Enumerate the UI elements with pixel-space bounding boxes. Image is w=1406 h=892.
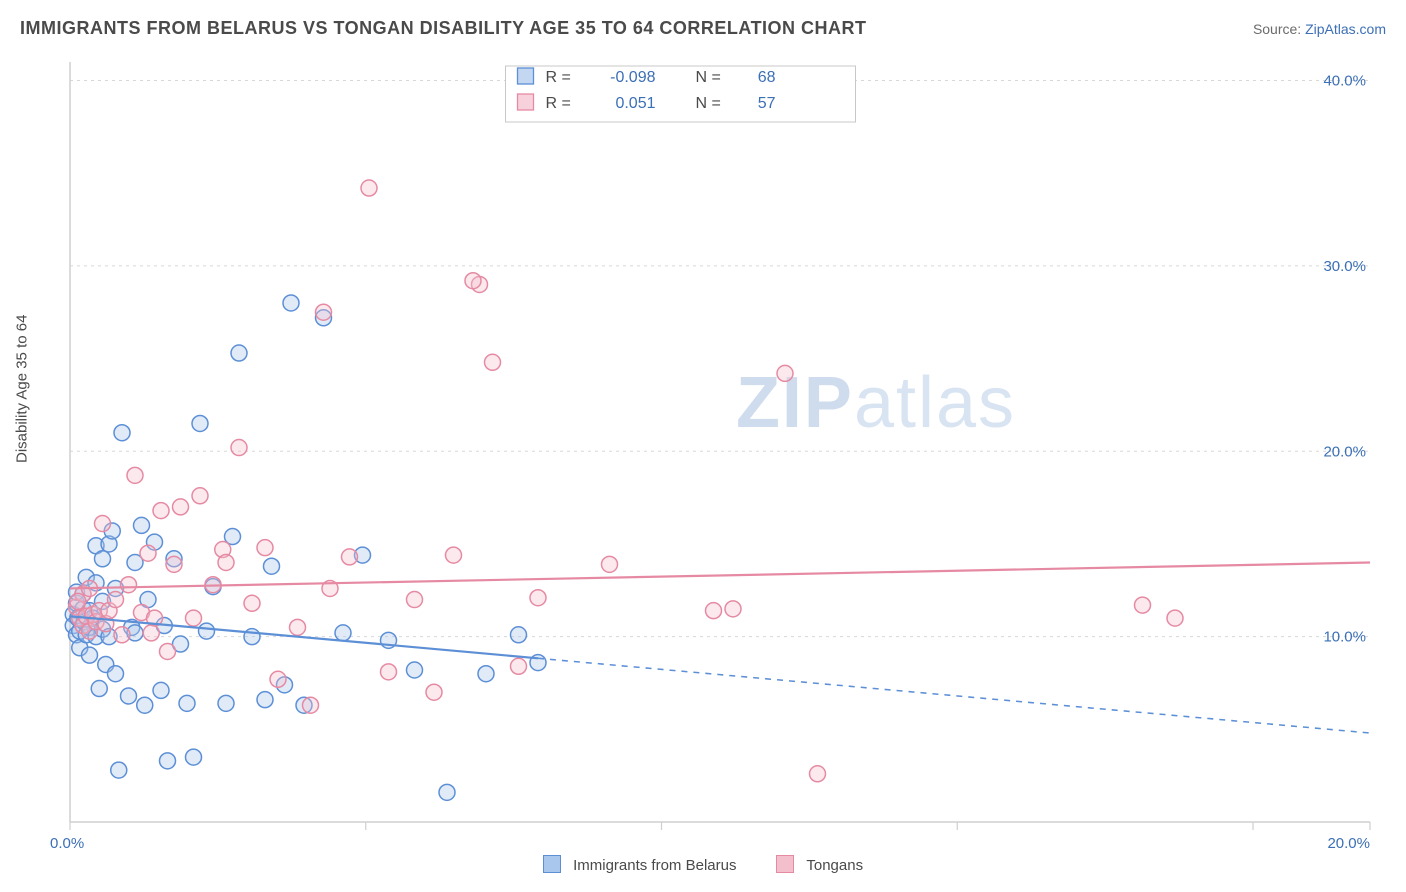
source-label: Source: xyxy=(1253,21,1301,37)
legend-item-belarus: Immigrants from Belarus xyxy=(543,855,737,874)
svg-text:68: 68 xyxy=(758,69,776,86)
svg-text:0.051: 0.051 xyxy=(615,95,655,112)
svg-text:10.0%: 10.0% xyxy=(1323,629,1366,646)
y-axis-label: Disability Age 35 to 64 xyxy=(14,315,31,463)
legend-swatch-belarus xyxy=(543,855,561,873)
page-title: IMMIGRANTS FROM BELARUS VS TONGAN DISABI… xyxy=(20,18,867,39)
legend-swatch-tongans xyxy=(776,855,794,873)
chart-container: Disability Age 35 to 64 ZIPatlas0.0%20.0… xyxy=(20,48,1386,878)
svg-text:N =: N = xyxy=(696,69,721,86)
legend-label-belarus: Immigrants from Belarus xyxy=(573,857,736,874)
svg-text:20.0%: 20.0% xyxy=(1323,443,1366,460)
legend-label-tongans: Tongans xyxy=(806,857,863,874)
svg-text:R =: R = xyxy=(546,69,571,86)
svg-text:0.0%: 0.0% xyxy=(50,835,84,848)
svg-text:R =: R = xyxy=(546,95,571,112)
source-link[interactable]: ZipAtlas.com xyxy=(1305,21,1386,37)
svg-text:40.0%: 40.0% xyxy=(1323,73,1366,90)
legend-item-tongans: Tongans xyxy=(776,855,863,874)
svg-text:N =: N = xyxy=(696,95,721,112)
svg-text:20.0%: 20.0% xyxy=(1327,835,1370,848)
svg-text:57: 57 xyxy=(758,95,776,112)
svg-text:-0.098: -0.098 xyxy=(610,69,655,86)
bottom-legend: Immigrants from Belarus Tongans xyxy=(20,855,1386,874)
svg-text:30.0%: 30.0% xyxy=(1323,258,1366,275)
source-attribution: Source: ZipAtlas.com xyxy=(1253,21,1386,37)
scatter-chart: ZIPatlas0.0%20.0%10.0%20.0%30.0%40.0%R =… xyxy=(20,48,1386,848)
